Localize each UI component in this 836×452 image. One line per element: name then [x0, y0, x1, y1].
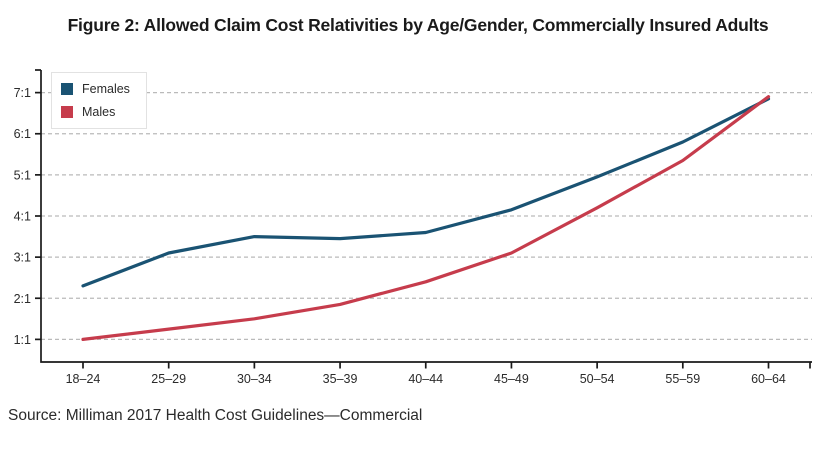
y-tick-label: 7:1	[14, 86, 31, 100]
females-swatch-icon	[61, 83, 73, 95]
females-line	[81, 97, 771, 288]
legend-item-males: Males	[61, 105, 130, 119]
males-swatch-icon	[61, 106, 73, 118]
relativity-line-chart: 1:1 2:1 3:1 4:1 5:1 6:1 7:1 18–24 25–29 30–34 35–3…	[14, 69, 812, 386]
legend-label-males: Males	[82, 105, 116, 119]
x-tick-label: 25–29	[151, 372, 186, 386]
source-note: Source: Milliman 2017 Health Cost Guidel…	[8, 407, 423, 424]
x-axis-ticks	[82, 362, 811, 369]
legend-label-females: Females	[82, 82, 130, 96]
y-tick-label: 2:1	[14, 292, 31, 306]
chart-area: 1:1 2:1 3:1 4:1 5:1 6:1 7:1 18–24 25–29 30–34 35–3…	[0, 60, 836, 400]
x-tick-label: 50–54	[580, 372, 615, 386]
x-tick-label: 60–64	[751, 372, 786, 386]
figure-2: Figure 2: Allowed Claim Cost Relativitie…	[0, 13, 836, 452]
legend-item-females: Females	[61, 82, 130, 96]
x-tick-label: 45–49	[494, 372, 529, 386]
x-tick-label: 55–59	[665, 372, 700, 386]
y-axis-ticks	[35, 69, 41, 341]
x-tick-label: 35–39	[323, 372, 358, 386]
y-tick-labels: 1:1 2:1 3:1 4:1 5:1 6:1 7:1	[14, 86, 31, 347]
males-line	[81, 95, 771, 341]
x-tick-labels: 18–24 25–29 30–34 35–39 40–44 45–49 50–54 55–59…	[66, 372, 786, 386]
x-tick-label: 18–24	[66, 372, 101, 386]
y-tick-label: 6:1	[14, 127, 31, 141]
y-tick-label: 1:1	[14, 333, 31, 347]
x-tick-label: 30–34	[237, 372, 272, 386]
x-tick-label: 40–44	[408, 372, 443, 386]
figure-title: Figure 2: Allowed Claim Cost Relativitie…	[67, 15, 769, 35]
gridlines	[41, 92, 812, 340]
y-tick-label: 4:1	[14, 210, 31, 224]
y-tick-label: 3:1	[14, 251, 31, 265]
chart-legend: Females Males	[51, 72, 147, 129]
y-tick-label: 5:1	[14, 168, 31, 182]
axes	[40, 70, 812, 363]
